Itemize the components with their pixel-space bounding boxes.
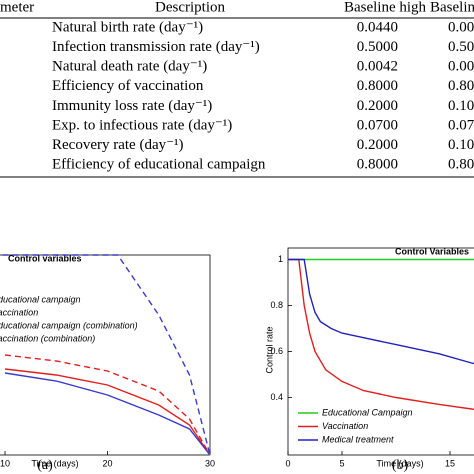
x-tick-label: 10 (0, 458, 10, 468)
legend-label: Vaccination (combination) (0, 333, 95, 343)
table-cell: 0.00 (448, 19, 474, 35)
table-cell: Efficiency of educational campaign (52, 157, 266, 173)
table-cell: 0.0042 (357, 59, 398, 75)
chart-title: Control Variables (395, 246, 469, 256)
plot-frame (287, 247, 474, 456)
table-cell: Infection transmission rate (day⁻¹) (52, 39, 260, 55)
table-cell: Natural birth rate (day⁻¹) (52, 19, 203, 35)
x-axis-label: Time (days) (31, 458, 78, 468)
x-tick-label: 5 (339, 458, 344, 468)
table-cell: Natural death rate (day⁻¹) (52, 59, 207, 75)
y-tick-label: 1 (278, 254, 283, 264)
legend-label: Educational campaign (combination) (0, 320, 138, 330)
y-tick-label: 0.6 (270, 346, 283, 356)
series-line (0, 254, 211, 456)
chart: 10 20 30 Control variables Time (days) Educat… (0, 253, 215, 468)
legend-label: Educational Campaign (322, 407, 413, 417)
table-cell: 0.2000 (357, 137, 398, 153)
table-cell: 0.50 (448, 39, 474, 55)
chart: 0 5 15 0.4 0.6 0.8 1 Control Variables Time (day… (264, 246, 474, 468)
table-cell: Exp. to infectious rate (day⁻¹) (52, 117, 232, 133)
table-header: Baseline high (344, 0, 427, 15)
series-line (4, 354, 211, 456)
y-tick-label: 0.8 (270, 300, 283, 310)
panel-label: (b) (392, 458, 409, 473)
table-cell: Recovery rate (day⁻¹) (52, 137, 184, 153)
panel-label: (a) (37, 458, 53, 473)
table-cell: 0.80 (448, 157, 474, 173)
x-tick-label: 0 (285, 458, 290, 468)
legend-label: Educational campaign (0, 294, 81, 304)
table-cell: 0.2000 (357, 98, 398, 114)
legend-label: Vaccination (322, 421, 368, 431)
table-header: meter (0, 0, 34, 15)
series-line (4, 368, 211, 456)
table-cell: Efficiency of vaccination (52, 78, 204, 94)
table-cell: 0.10 (448, 137, 474, 153)
table-header: Baselin (430, 0, 474, 15)
y-axis-label: Control rate (264, 326, 274, 373)
table-cell: 0.80 (448, 78, 474, 94)
chart-title: Control variables (8, 253, 82, 263)
series-line (288, 258, 474, 365)
table-cell: 0.07 (448, 117, 474, 133)
table-cell: 0.0440 (357, 19, 398, 35)
y-tick-label: 0.4 (270, 392, 283, 402)
x-tick-label: 30 (205, 458, 215, 468)
x-tick-label: 20 (102, 458, 112, 468)
legend-label: Vaccination (0, 307, 38, 317)
table-cell: 0.8000 (357, 157, 398, 173)
table-cell: 0.0700 (357, 117, 398, 133)
table-cell: 0.10 (448, 98, 474, 114)
table-cell: 0.8000 (357, 78, 398, 94)
x-axis-label: Time (days) (376, 458, 423, 468)
x-tick-label: 15 (445, 458, 455, 468)
series-line (4, 372, 211, 456)
table-header: Description (155, 0, 225, 15)
table-cell: 0.00 (448, 59, 474, 75)
table-cell: 0.5000 (357, 39, 398, 55)
table-cell: Immunity loss rate (day⁻¹) (52, 98, 212, 114)
series-line (288, 258, 474, 411)
legend-label: Medical treatment (322, 434, 394, 444)
